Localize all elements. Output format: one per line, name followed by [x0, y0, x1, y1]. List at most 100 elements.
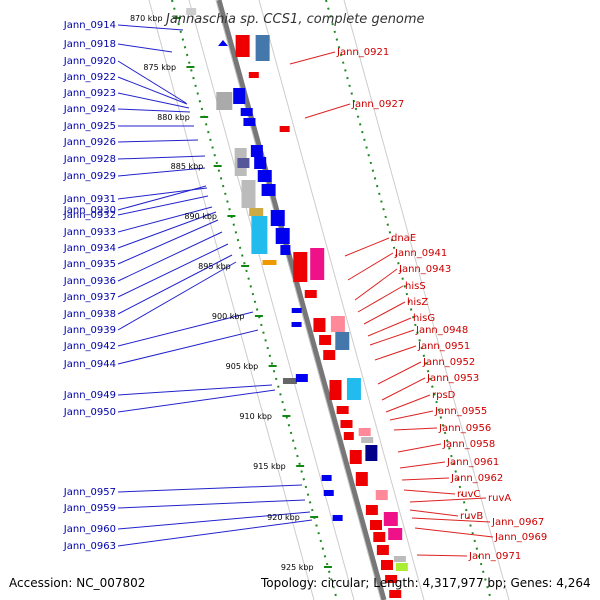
gene-box — [310, 248, 325, 280]
gene-label-right[interactable]: Jann_0952 — [422, 357, 475, 368]
leader-line — [117, 311, 254, 347]
leader-line — [117, 384, 273, 396]
gene-box — [241, 180, 256, 208]
leader-line — [414, 527, 494, 538]
gene-label-left[interactable]: Jann_0937 — [63, 292, 116, 303]
gene-label-left[interactable]: Jann_0922 — [63, 72, 116, 83]
gene-label-left[interactable]: Jann_0939 — [63, 325, 116, 336]
gene-box — [216, 92, 233, 110]
leader-line — [117, 76, 188, 105]
gene-box — [261, 184, 276, 196]
gene-label-left[interactable]: Jann_0963 — [63, 541, 116, 552]
gene-box — [346, 378, 361, 400]
leader-line — [117, 108, 191, 113]
gene-label-right[interactable]: Jann_0967 — [491, 517, 544, 528]
gene-label-left[interactable]: Jann_0923 — [63, 88, 116, 99]
gene-label-left[interactable]: Jann_0957 — [63, 487, 116, 498]
gene-label-right[interactable]: hisG — [413, 313, 435, 324]
gene-label-right[interactable]: hisZ — [407, 297, 428, 308]
gene-label-right[interactable]: Jann_0948 — [415, 325, 468, 336]
leader-line — [409, 497, 487, 503]
gene-label-right[interactable]: ruvB — [460, 511, 483, 522]
gene-box — [257, 170, 272, 182]
gene-label-left[interactable]: Jann_0960 — [63, 524, 116, 535]
gene-box — [329, 380, 342, 400]
gene-label-left[interactable]: Jann_0938 — [63, 309, 116, 320]
gene-label-right[interactable]: Jann_0962 — [450, 473, 503, 484]
gene-label-left[interactable]: Jann_0935 — [63, 259, 116, 270]
leader-line — [117, 519, 313, 547]
gene-label-right[interactable]: Jann_0951 — [417, 341, 470, 352]
gene-box — [385, 575, 398, 583]
gene-label-right[interactable]: rpsD — [432, 390, 456, 401]
gene-label-right[interactable]: Jann_0953 — [426, 373, 479, 384]
gene-label-left[interactable]: Jann_0926 — [63, 137, 116, 148]
gene-label-left[interactable]: Jann_0918 — [63, 39, 116, 50]
gene-label-left[interactable]: Jann_0930 — [63, 205, 116, 216]
gene-label-left[interactable]: Jann_0949 — [63, 390, 116, 401]
gene-label-right[interactable]: Jann_0955 — [434, 406, 487, 417]
gene-label-left[interactable]: Jann_0931 — [63, 194, 116, 205]
gene-label-right[interactable]: Jann_0927 — [351, 99, 404, 110]
gene-label-left[interactable]: Jann_0920 — [63, 56, 116, 67]
gene-label-right[interactable]: Jann_0971 — [468, 551, 521, 562]
gene-label-left[interactable]: Jann_0928 — [63, 154, 116, 165]
gene-label-right[interactable]: ruvA — [488, 493, 511, 504]
gene-label-left[interactable]: Jann_0925 — [63, 121, 116, 132]
leader-line — [117, 389, 276, 413]
leader-line — [117, 484, 303, 493]
gene-label-left[interactable]: Jann_0959 — [63, 503, 116, 514]
tick-label: 905 kbp — [226, 362, 259, 371]
track-guide-line — [258, 0, 425, 600]
leader-line — [117, 206, 213, 233]
gene-label-right[interactable]: hisS — [405, 281, 426, 292]
leader-line — [304, 103, 351, 119]
gene-label-right[interactable]: Jann_0958 — [442, 439, 495, 450]
tick-track — [171, 0, 338, 600]
gene-box — [343, 432, 354, 440]
gene-label-left[interactable]: Jann_0914 — [63, 20, 116, 31]
gene-box — [335, 332, 350, 350]
gene-box — [304, 290, 317, 298]
gene-box — [355, 472, 368, 486]
gene-label-left[interactable]: Jann_0933 — [63, 227, 116, 238]
gene-label-left[interactable]: Jann_0942 — [63, 341, 116, 352]
gene-label-left[interactable]: Jann_0944 — [63, 359, 116, 370]
leader-line — [385, 394, 431, 413]
leader-line — [117, 211, 217, 249]
gene-box — [235, 35, 250, 57]
gene-label-left[interactable]: Jann_0929 — [63, 171, 116, 182]
gene-label-right[interactable]: Jann_0961 — [446, 457, 499, 468]
leader-line — [411, 517, 491, 523]
gene-label-left[interactable]: Jann_0932 — [63, 210, 116, 221]
leader-line — [367, 317, 412, 337]
gene-box — [336, 406, 349, 414]
gene-box — [389, 590, 402, 598]
leader-line — [377, 361, 422, 385]
gene-label-right[interactable]: Jann_0921 — [336, 47, 389, 58]
leader-line — [393, 427, 438, 431]
leader-line — [374, 345, 417, 361]
gene-box — [365, 505, 378, 515]
gene-box — [323, 350, 336, 360]
gene-box — [313, 318, 326, 332]
gene-label-right[interactable]: Jann_0969 — [494, 532, 547, 543]
gene-box — [262, 260, 277, 265]
tick-label: 895 kbp — [198, 262, 231, 271]
gene-label-right[interactable]: Jann_0956 — [438, 423, 491, 434]
gene-label-left[interactable]: Jann_0934 — [63, 243, 116, 254]
gene-label-left[interactable]: Jann_0936 — [63, 276, 116, 287]
tick-label: 875 kbp — [143, 63, 176, 72]
gene-label-left[interactable]: Jann_0950 — [63, 407, 116, 418]
leader-line — [401, 477, 450, 481]
gene-label-right[interactable]: Jann_0941 — [394, 248, 447, 259]
gene-box — [376, 545, 389, 555]
gene-label-right[interactable]: dnaE — [391, 233, 416, 244]
gene-label-right[interactable]: Jann_0943 — [398, 264, 451, 275]
leader-line — [117, 254, 233, 315]
gene-label-right[interactable]: ruvC — [457, 489, 480, 500]
leader-line — [117, 511, 311, 530]
tick-label: 900 kbp — [212, 312, 245, 321]
gene-label-left[interactable]: Jann_0924 — [63, 104, 116, 115]
